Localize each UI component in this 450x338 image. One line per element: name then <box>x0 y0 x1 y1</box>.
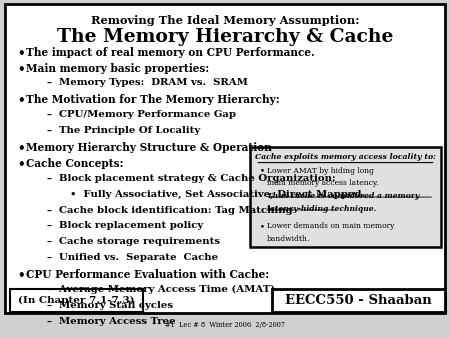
FancyBboxPatch shape <box>10 289 143 312</box>
Text: •: • <box>260 222 265 230</box>
Text: –  CPU/Memory Performance Gap: – CPU/Memory Performance Gap <box>47 110 236 119</box>
FancyBboxPatch shape <box>5 4 445 313</box>
Text: main memory access latency.: main memory access latency. <box>267 179 378 188</box>
FancyBboxPatch shape <box>250 147 441 247</box>
Text: Memory Hierarchy Structure & Operation: Memory Hierarchy Structure & Operation <box>26 142 272 153</box>
Text: Lower AMAT by hiding long: Lower AMAT by hiding long <box>267 167 374 175</box>
Text: •  Fully Associative, Set Associative, Direct Mapped.: • Fully Associative, Set Associative, Di… <box>70 190 365 199</box>
Text: EECC550 - Shaaban: EECC550 - Shaaban <box>285 294 432 307</box>
FancyBboxPatch shape <box>272 289 445 312</box>
Text: The Motivation for The Memory Hierarchy:: The Motivation for The Memory Hierarchy: <box>26 94 280 105</box>
Text: Thus cache is considered a memory: Thus cache is considered a memory <box>267 192 419 200</box>
Text: –  Average Memory Access Time (AMAT): – Average Memory Access Time (AMAT) <box>47 285 275 294</box>
Text: Lower demands on main memory: Lower demands on main memory <box>267 222 394 230</box>
Text: –  Memory Stall cycles: – Memory Stall cycles <box>47 301 173 310</box>
Text: –  Memory Access Tree: – Memory Access Tree <box>47 317 176 326</box>
Text: •: • <box>17 142 25 155</box>
Text: Cache exploits memory access locality to:: Cache exploits memory access locality to… <box>255 153 436 161</box>
Text: bandwidth.: bandwidth. <box>267 235 310 243</box>
Text: Main memory basic properties:: Main memory basic properties: <box>26 63 209 74</box>
Text: •: • <box>17 94 25 107</box>
Text: •: • <box>260 167 265 175</box>
Text: •: • <box>17 158 25 171</box>
Text: latency-hiding technique.: latency-hiding technique. <box>267 205 376 213</box>
Text: #1  Lec # 8  Winter 2006  2/8-2007: #1 Lec # 8 Winter 2006 2/8-2007 <box>165 321 285 329</box>
Text: Cache Concepts:: Cache Concepts: <box>26 158 124 169</box>
Text: (In Chapter 7.1-7.3): (In Chapter 7.1-7.3) <box>18 296 135 305</box>
Text: –  Block placement strategy & Cache Organization:: – Block placement strategy & Cache Organ… <box>47 174 336 183</box>
Text: The Memory Hierarchy & Cache: The Memory Hierarchy & Cache <box>57 28 393 46</box>
Text: –  The Principle Of Locality: – The Principle Of Locality <box>47 126 201 135</box>
Text: •: • <box>17 269 25 282</box>
Text: –  Unified vs.  Separate  Cache: – Unified vs. Separate Cache <box>47 253 218 262</box>
Text: Removing The Ideal Memory Assumption:: Removing The Ideal Memory Assumption: <box>91 15 359 26</box>
Text: •: • <box>17 47 25 59</box>
Text: The impact of real memory on CPU Performance.: The impact of real memory on CPU Perform… <box>26 47 315 58</box>
Text: –  Memory Types:  DRAM vs.  SRAM: – Memory Types: DRAM vs. SRAM <box>47 78 248 88</box>
Text: –  Block replacement policy: – Block replacement policy <box>47 221 203 231</box>
Text: •: • <box>17 63 25 75</box>
Text: –  Cache block identification: Tag Matching: – Cache block identification: Tag Matchi… <box>47 206 293 215</box>
Text: CPU Performance Evaluation with Cache:: CPU Performance Evaluation with Cache: <box>26 269 270 280</box>
Text: –  Cache storage requirements: – Cache storage requirements <box>47 237 220 246</box>
